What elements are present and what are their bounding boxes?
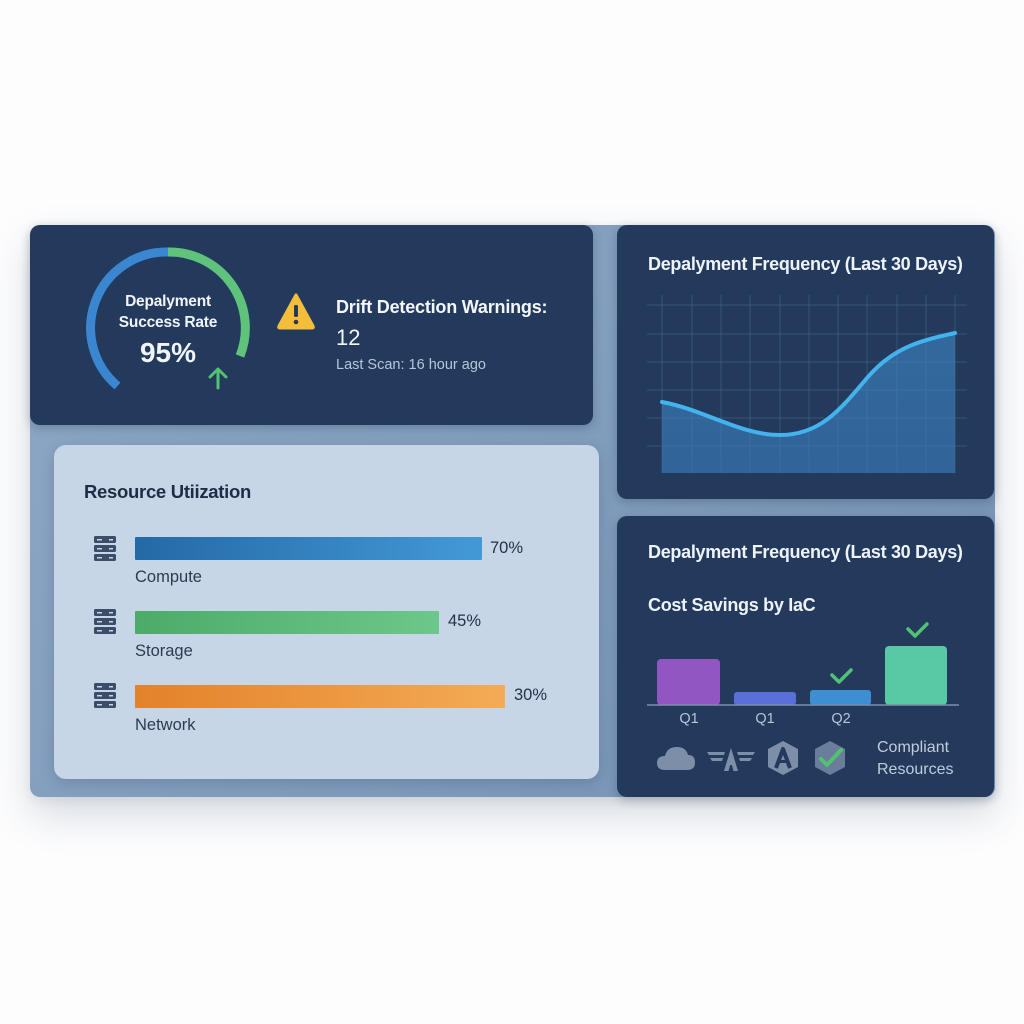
network-server-icon [94,683,116,708]
gauge-label-line1: Depalyment [125,293,211,310]
compute-server-icon [94,536,116,561]
success-rate-value: 95% [139,337,197,368]
success-rate-gauge [86,247,250,390]
gauge-label-line2: Success Rate [118,314,218,331]
gauge-text: Depalyment Success Rate 95% [88,291,248,370]
last-scan-text: Last Scan: 16 hour ago [336,357,486,373]
drift-warnings-count: 12 [336,325,361,350]
bar-q1-b [734,692,796,705]
storage-server-icon [94,609,116,634]
deployment-frequency-title: Depalyment Frequency (Last 30 Days) [648,254,963,274]
bar-label: Q2 [831,711,851,727]
storage-usage-percent: 45% [448,612,482,630]
compliant-resources-label: Compliant Resources [877,737,953,781]
warning-icon [277,293,315,330]
compute-usage-bar [135,537,482,560]
bar-q1-a [657,659,720,705]
compliant-label-line1: Compliant [877,739,950,756]
cloud-icon [657,747,695,770]
deployment-frequency-chart [647,295,967,473]
check-icon [906,622,929,638]
bar-label: Q1 [679,711,699,727]
cost-panel-heading: Depalyment Frequency (Last 30 Days) [648,542,963,562]
drift-warnings-title: Drift Detection Warnings: [336,297,548,317]
network-label: Network [135,716,196,734]
storage-usage-bar [135,611,439,634]
bar-q2 [810,690,871,705]
bar-q3 [885,646,947,705]
storage-label: Storage [135,642,193,660]
cost-savings-title: Cost Savings by IaC [648,595,816,615]
network-usage-percent: 30% [514,686,548,704]
network-usage-bar [135,685,505,708]
a-hexagon-icon [768,741,798,775]
compliant-label-line2: Resources [877,761,954,778]
compliance-check-icon [815,741,845,775]
check-icon [830,668,853,684]
compute-label: Compute [135,568,202,586]
winged-a-icon [707,748,755,771]
trend-up-arrow-icon [208,367,228,390]
bar-label: Q1 [755,711,775,727]
cost-savings-bar-chart [647,622,959,706]
compute-usage-percent: 70% [490,539,524,557]
resource-utilization-title: Resource Utiization [84,481,251,502]
